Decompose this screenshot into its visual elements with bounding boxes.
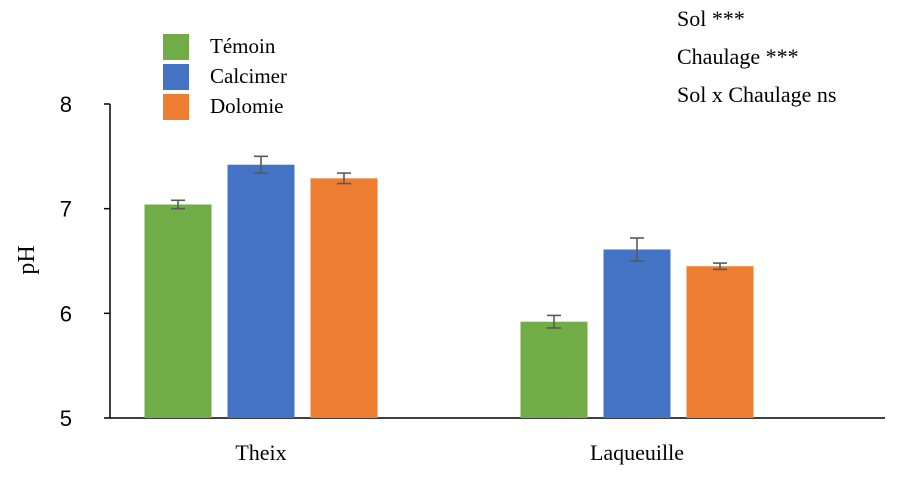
annotation: Sol x Chaulage ns: [677, 82, 837, 107]
y-axis-label: pH: [14, 245, 40, 274]
legend-swatch: [163, 64, 189, 90]
plot-area: 5 6 7 8 Theix Laqueuille Témoin Calcimer Dolomie…: [60, 6, 885, 465]
x-tick-label: Theix: [235, 440, 286, 465]
annotation: Chaulage ***: [677, 44, 799, 69]
legend-label: Calcimer: [210, 64, 287, 88]
y-tick-label: 6: [60, 301, 72, 326]
bar: [686, 266, 754, 418]
bar: [144, 204, 212, 418]
legend-swatch: [163, 34, 189, 60]
bar: [520, 321, 588, 418]
legend-label: Dolomie: [210, 94, 284, 118]
bar: [603, 249, 671, 418]
bar: [227, 164, 295, 418]
y-tick-label: 8: [60, 92, 72, 117]
y-tick-label: 5: [60, 406, 72, 431]
bar: [310, 178, 378, 418]
legend-swatch: [163, 94, 189, 120]
legend-label: Témoin: [210, 34, 276, 58]
annotation: Sol ***: [677, 6, 745, 31]
y-tick-label: 7: [60, 197, 72, 222]
x-tick-label: Laqueuille: [590, 440, 684, 465]
